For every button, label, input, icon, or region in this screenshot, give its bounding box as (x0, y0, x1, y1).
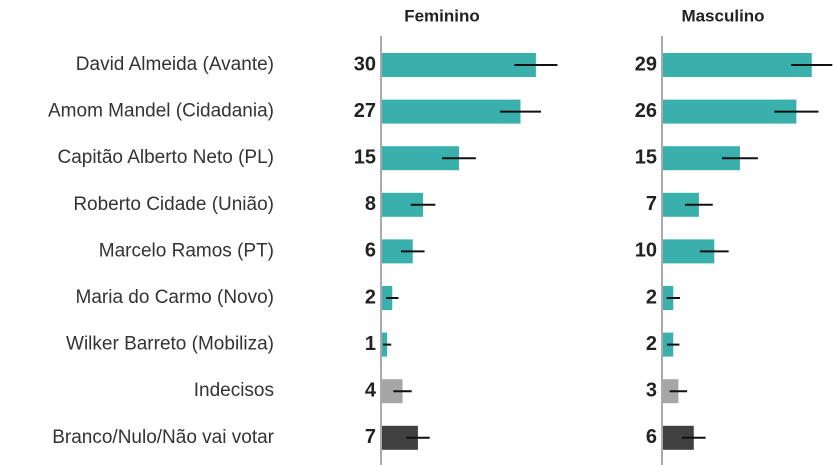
value-label: 1 (365, 333, 376, 355)
value-label: 8 (365, 193, 376, 215)
bar (663, 99, 797, 124)
value-label: 26 (635, 100, 657, 122)
category-label: Amom Mandel (Cidadania) (48, 101, 274, 122)
category-label: Capitão Alberto Neto (PL) (57, 147, 274, 168)
value-label: 30 (354, 53, 376, 75)
bar (382, 53, 536, 77)
category-label: Roberto Cidade (União) (73, 194, 274, 215)
value-label: 15 (635, 146, 657, 168)
category-label: Branco/Nulo/Não vai votar (52, 427, 274, 448)
value-label: 10 (635, 240, 657, 262)
category-label: Indecisos (194, 380, 274, 401)
category-label: Maria do Carmo (Novo) (76, 287, 275, 308)
category-label: Marcelo Ramos (PT) (99, 240, 274, 261)
category-label: Wilker Barreto (Mobiliza) (66, 334, 274, 355)
value-label: 27 (354, 100, 376, 122)
bar (382, 99, 521, 124)
value-label: 6 (365, 240, 376, 262)
value-label: 3 (646, 379, 657, 401)
panel-title: Feminino (404, 6, 480, 25)
bar (663, 53, 812, 77)
value-label: 2 (646, 333, 657, 355)
category-label: David Almeida (Avante) (76, 54, 274, 75)
value-label: 2 (365, 286, 376, 308)
value-label: 4 (365, 379, 377, 401)
value-label: 29 (635, 53, 657, 75)
value-label: 6 (646, 426, 657, 448)
bar (382, 379, 403, 404)
value-label: 7 (365, 426, 376, 448)
value-label: 2 (646, 286, 657, 308)
value-label: 15 (354, 146, 376, 168)
value-label: 7 (646, 193, 657, 215)
panel-title: Masculino (681, 6, 764, 25)
